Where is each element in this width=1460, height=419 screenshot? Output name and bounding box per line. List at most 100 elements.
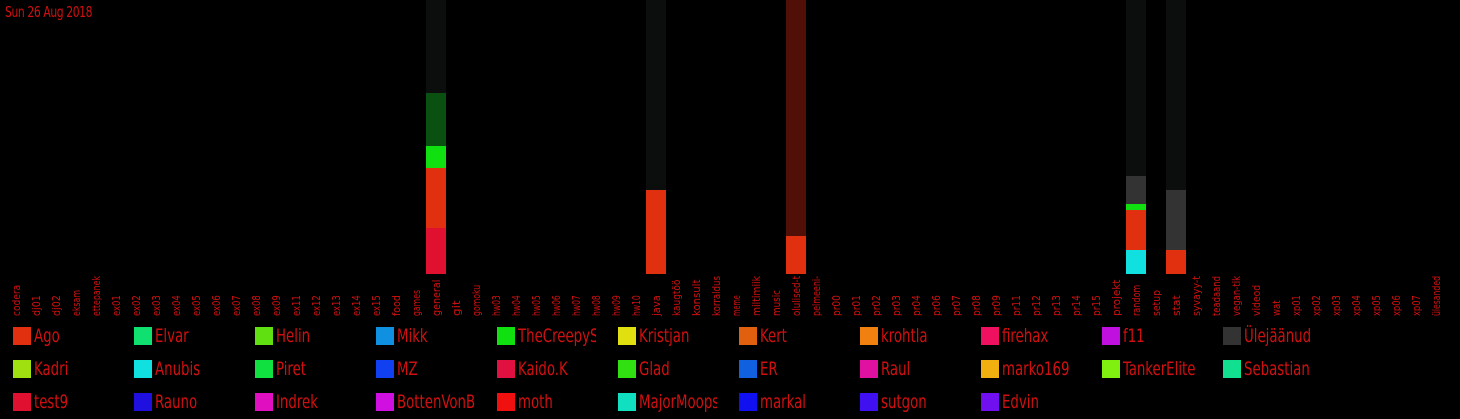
- x-tick-label: java: [650, 295, 663, 317]
- legend-label: TheCreepySh: [518, 325, 596, 347]
- legend-item: Kristjan: [618, 325, 739, 347]
- x-tick-label: wat: [1270, 300, 1283, 316]
- legend-item: sutgon: [860, 391, 981, 413]
- legend-label: krohtla: [881, 325, 928, 347]
- legend-swatch: [255, 327, 273, 345]
- bar-general-Ago: [426, 168, 446, 228]
- legend-label: BottenVonBot: [397, 391, 475, 413]
- bar-random-Anubis: [1126, 250, 1146, 274]
- x-tick-label: syvayy-t: [1190, 276, 1203, 316]
- x-tick-label: hw08: [590, 295, 603, 316]
- legend-label: Kadri: [34, 358, 69, 380]
- legend-item: Indrek: [255, 391, 376, 413]
- legend-item: Sebastian: [1223, 358, 1344, 380]
- legend-swatch: [255, 360, 273, 378]
- x-tick-label: pr06: [930, 295, 943, 316]
- x-tick-label: xp02: [1310, 295, 1323, 316]
- x-tick-label: ex01: [110, 295, 123, 316]
- x-tick-label: ex13: [330, 295, 343, 316]
- legend-item: Mikk: [376, 325, 497, 347]
- legend-label: Rauno: [155, 391, 198, 413]
- x-tick-label: pr14: [1070, 295, 1083, 316]
- x-tick-label: food: [390, 295, 403, 316]
- legend-item: Elvar: [134, 325, 255, 347]
- legend-swatch: [981, 360, 999, 378]
- x-tick-label: konsult: [690, 279, 703, 316]
- x-tick-label: setup: [1150, 290, 1163, 316]
- legend-swatch: [618, 327, 636, 345]
- x-tick-label: ex06: [210, 295, 223, 316]
- legend-item: TheCreepySh: [497, 325, 618, 347]
- legend-swatch: [1102, 360, 1120, 378]
- legend-swatch: [1223, 360, 1241, 378]
- legend-item: Piret: [255, 358, 376, 380]
- x-tick-label: hw10: [630, 295, 643, 316]
- x-tick-label: gomoku: [470, 285, 483, 316]
- x-tick-label: pr07: [950, 295, 963, 316]
- legend-item: markal: [739, 391, 860, 413]
- legend-label: test9: [34, 391, 69, 413]
- legend-swatch: [618, 360, 636, 378]
- legend-label: Helin: [276, 325, 311, 347]
- bar-random-Ago: [1126, 210, 1146, 250]
- legend-swatch: [134, 360, 152, 378]
- legend-swatch: [497, 327, 515, 345]
- bar-random-Ülejäänud: [1126, 176, 1146, 204]
- legend-label: Indrek: [276, 391, 318, 413]
- x-tick-label: ex09: [270, 295, 283, 316]
- legend-swatch: [497, 393, 515, 411]
- x-tick-label: random: [1130, 285, 1143, 316]
- x-tick-label: hw05: [530, 295, 543, 316]
- legend-swatch: [376, 393, 394, 411]
- legend-swatch: [13, 393, 31, 411]
- legend-swatch: [134, 393, 152, 411]
- x-tick-label: pr13: [1050, 295, 1063, 316]
- x-tick-label: ex03: [150, 295, 163, 316]
- x-tick-label: miltimiik: [750, 276, 763, 316]
- x-tick-label: kaugtöö: [670, 280, 683, 316]
- x-tick-label: music: [770, 290, 783, 316]
- x-tick-label: ex12: [310, 295, 323, 316]
- x-tick-label: vegan-tik: [1230, 276, 1243, 316]
- legend-label: firehax: [1002, 325, 1049, 347]
- x-tick-label: pr04: [910, 295, 923, 316]
- legend-item: Helin: [255, 325, 376, 347]
- legend-swatch: [376, 327, 394, 345]
- legend-label: Sebastian: [1244, 358, 1310, 380]
- legend-label: markal: [760, 391, 806, 413]
- legend-item: marko169: [981, 358, 1102, 380]
- legend-swatch: [860, 327, 878, 345]
- legend-label: sutgon: [881, 391, 927, 413]
- bar-olulised-t-other: [786, 0, 806, 236]
- legend-label: Elvar: [155, 325, 189, 347]
- bar-java-Ago: [646, 190, 666, 274]
- x-tick-label: pr00: [830, 295, 843, 316]
- legend-label: f11: [1123, 325, 1145, 347]
- x-tick-label: xp05: [1370, 295, 1383, 316]
- legend-label: marko169: [1002, 358, 1070, 380]
- x-tick-label: pr08: [970, 295, 983, 316]
- x-tick-label: ex15: [370, 295, 383, 316]
- legend-item: moth: [497, 391, 618, 413]
- chart-area: codera dj01 dj02 eksam ettepanek ex01 ex02 ex03…: [10, 0, 1443, 317]
- x-tick-label: olulised-t: [790, 276, 803, 316]
- legend-label: Glad: [639, 358, 670, 380]
- legend-item: Ülejäänud: [1223, 325, 1344, 347]
- legend-item: TankerElite: [1102, 358, 1223, 380]
- x-tick-label: hw07: [570, 295, 583, 316]
- x-tick-label: dj02: [50, 295, 63, 316]
- x-tick-label: general: [430, 280, 443, 316]
- x-tick-label: ülesanded: [1430, 276, 1443, 316]
- x-tick-label: pr02: [870, 295, 883, 316]
- x-tick-label: pr03: [890, 295, 903, 316]
- legend-item: MajorMoopsy: [618, 391, 739, 413]
- legend-label: Ülejäänud: [1244, 325, 1312, 347]
- x-tick-label: ex04: [170, 295, 183, 316]
- legend-label: ER: [760, 358, 778, 380]
- x-tick-label: xp07: [1410, 295, 1423, 316]
- legend-swatch: [618, 393, 636, 411]
- x-tick-label: hw06: [550, 295, 563, 316]
- bar-stat-Ülejäänud: [1166, 190, 1186, 250]
- x-tick-label: stat: [1170, 295, 1183, 316]
- legend-swatch: [860, 393, 878, 411]
